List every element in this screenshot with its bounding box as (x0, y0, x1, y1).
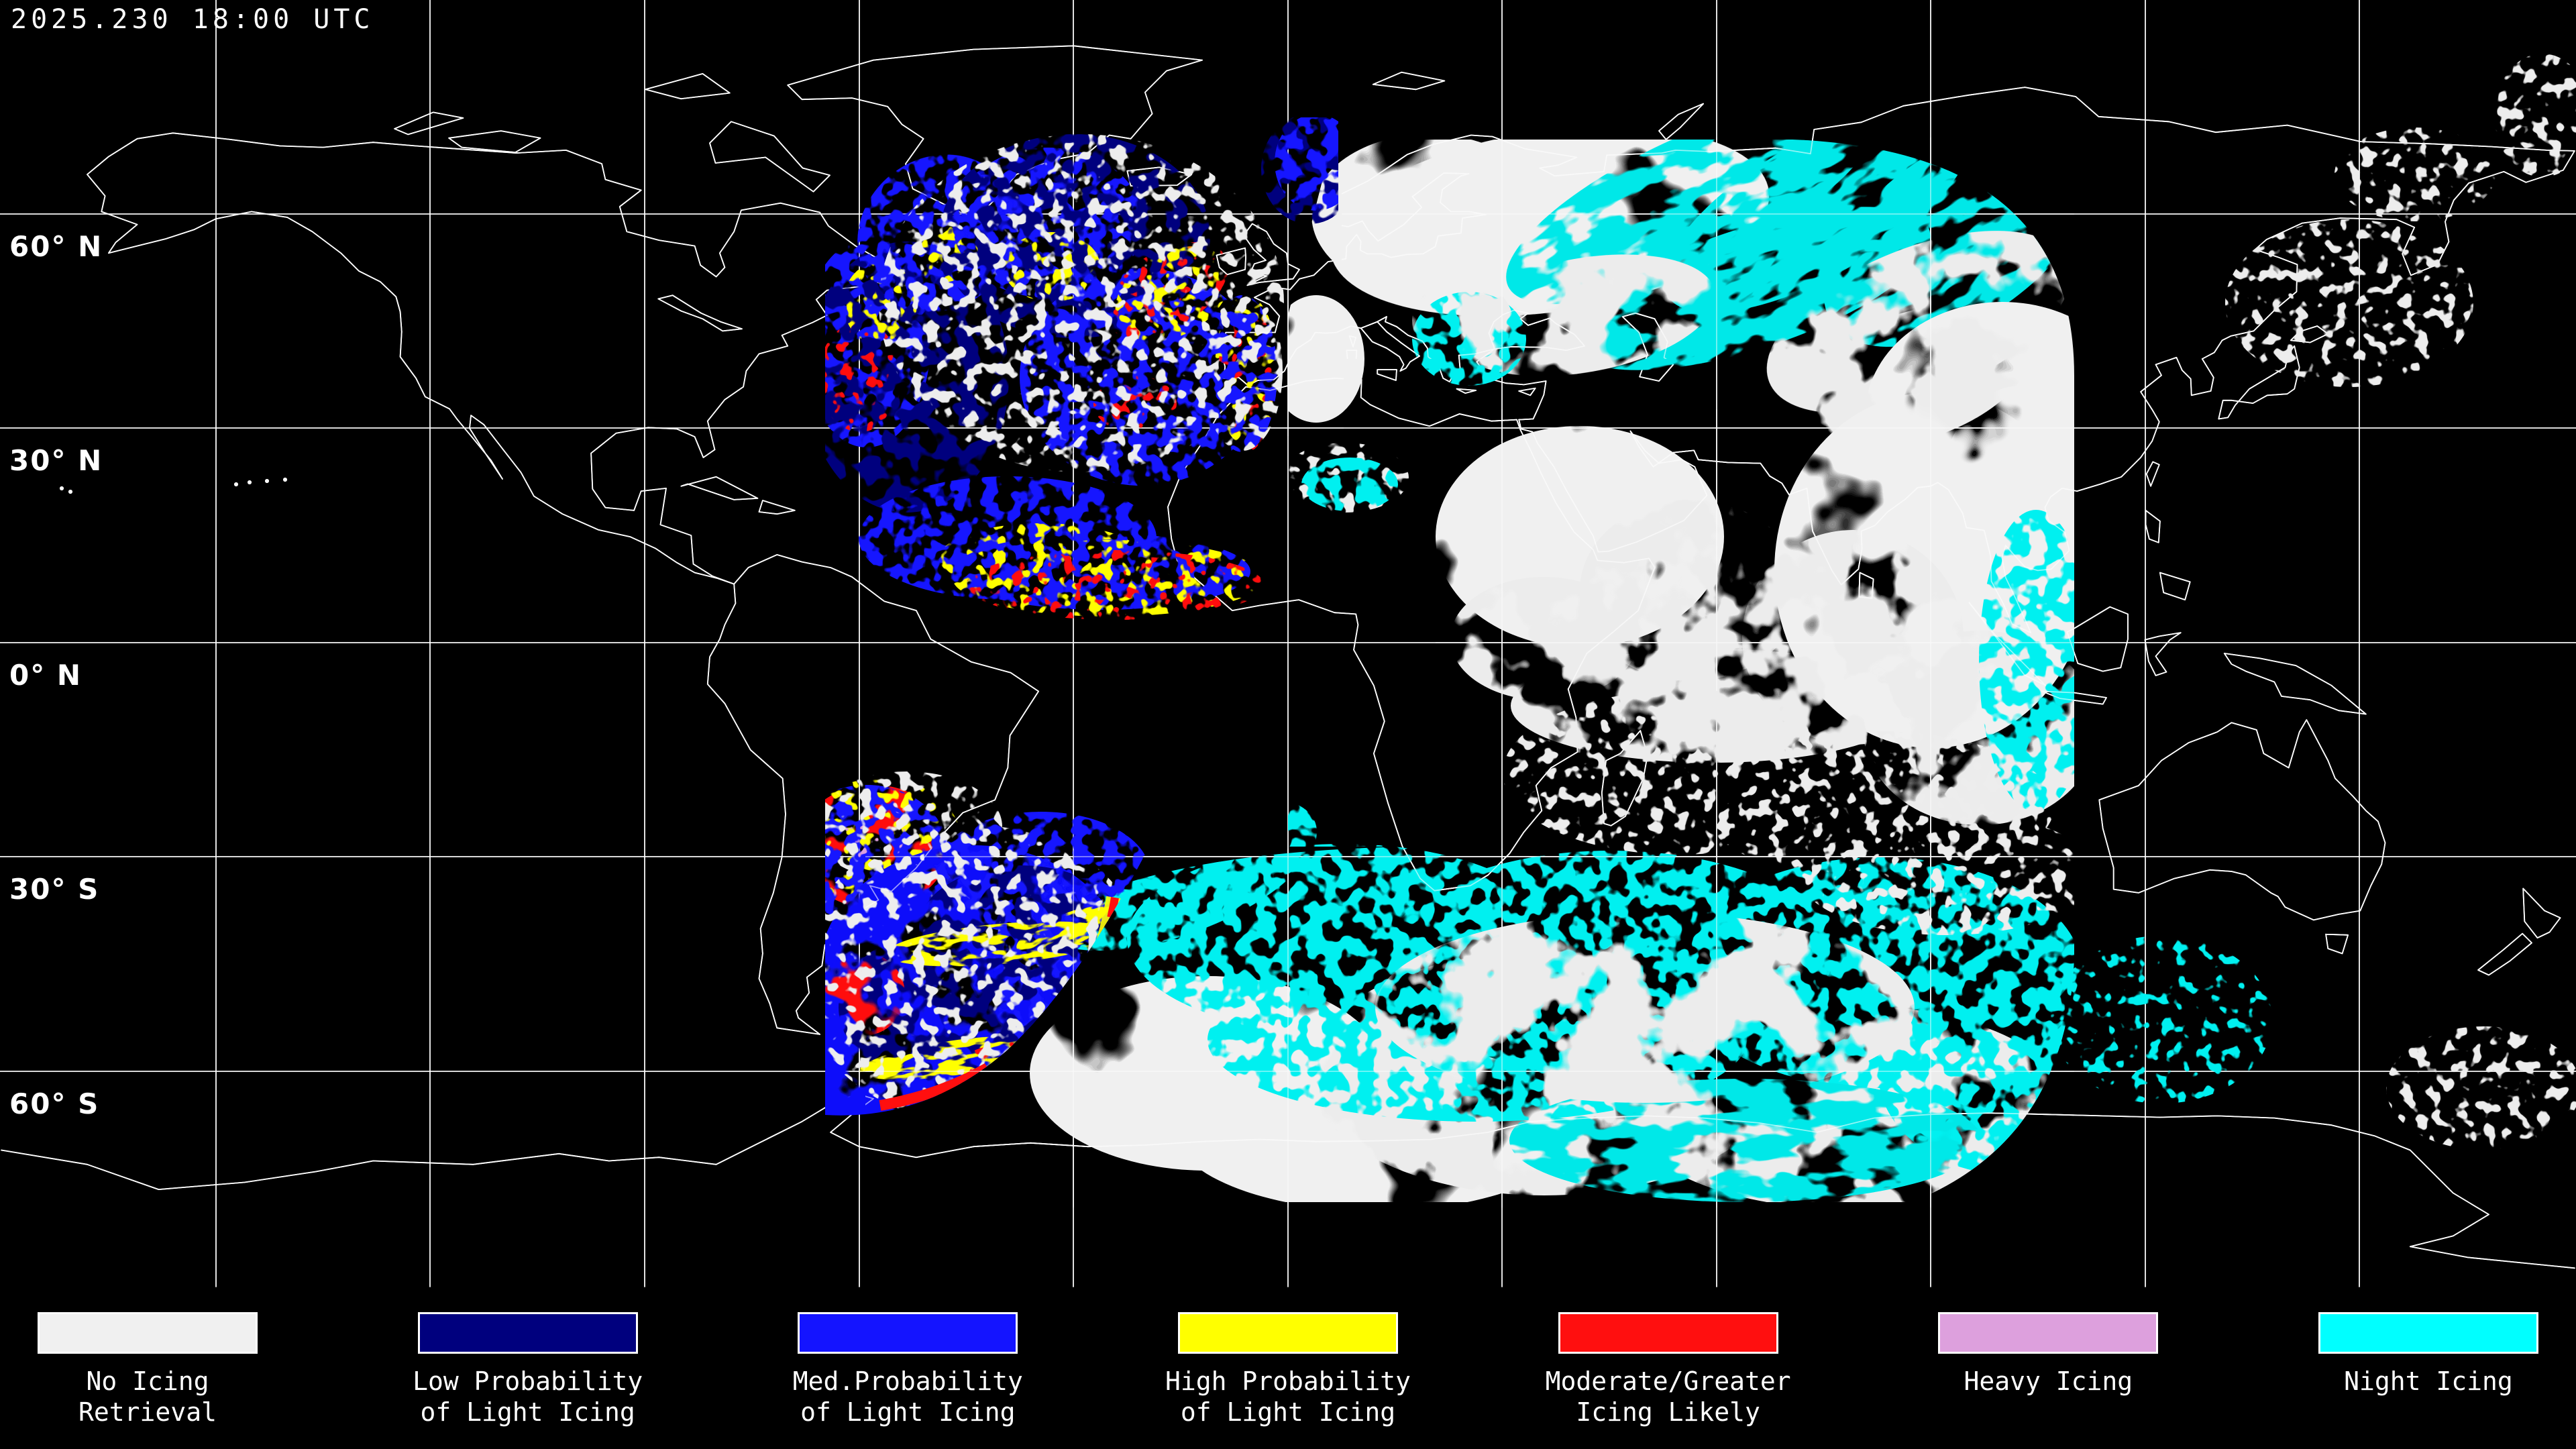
legend-label-line: Retrieval (78, 1397, 217, 1427)
high-probability-swatch (1177, 1312, 1398, 1354)
night-sector-clouds (1030, 140, 2074, 1202)
legend-item-high-probability: High Probability of Light Icing (1165, 1307, 1411, 1428)
legend-label-line: Moderate/Greater (1545, 1366, 1791, 1396)
legend-item-no-icing: No Icing Retrieval (37, 1307, 258, 1428)
legend-label-line: of Light Icing (420, 1397, 635, 1427)
legend: No Icing Retrieval Low Probability of Li… (0, 1307, 2576, 1449)
day-sector-icing (825, 117, 1338, 1116)
latitude-label: 60° S (9, 1087, 100, 1120)
legend-label-line: of Light Icing (800, 1397, 1016, 1427)
legend-item-night-icing: Night Icing (2318, 1307, 2539, 1397)
legend-item-low-probability: Low Probability of Light Icing (413, 1307, 643, 1428)
terminator-red-streak (1073, 896, 1119, 1010)
legend-item-moderate-greater: Moderate/Greater Icing Likely (1546, 1307, 1791, 1428)
legend-label-line: of Light Icing (1180, 1397, 1396, 1427)
legend-item-med-probability: Med.Probability of Light Icing (793, 1307, 1023, 1428)
timestamp: 2025.230 18:00 UTC (11, 4, 374, 35)
latitude-label: 0° N (9, 659, 82, 692)
legend-label-line: High Probability (1165, 1366, 1411, 1396)
latitude-label: 60° N (9, 230, 103, 263)
legend-item-heavy-icing: Heavy Icing (1937, 1307, 2159, 1397)
legend-label-line: Night Icing (2344, 1366, 2513, 1396)
no-icing-swatch (38, 1312, 258, 1354)
legend-label-line: No Icing (86, 1366, 209, 1396)
latitude-label: 30° N (9, 444, 103, 477)
legend-label-line: Heavy Icing (1964, 1366, 2133, 1396)
heavy-icing-swatch (1938, 1312, 2159, 1354)
low-probability-swatch (417, 1312, 638, 1354)
moderate-greater-swatch (1558, 1312, 1778, 1354)
latitude-label: 30° S (9, 873, 100, 906)
med-probability-swatch (798, 1312, 1018, 1354)
legend-label-line: Low Probability (413, 1366, 643, 1396)
night-icing-swatch (2318, 1312, 2538, 1354)
legend-label-line: Med.Probability (792, 1366, 1023, 1396)
open-ocean-speckles (2051, 54, 2576, 1150)
legend-label-line: Icing Likely (1576, 1397, 1760, 1427)
